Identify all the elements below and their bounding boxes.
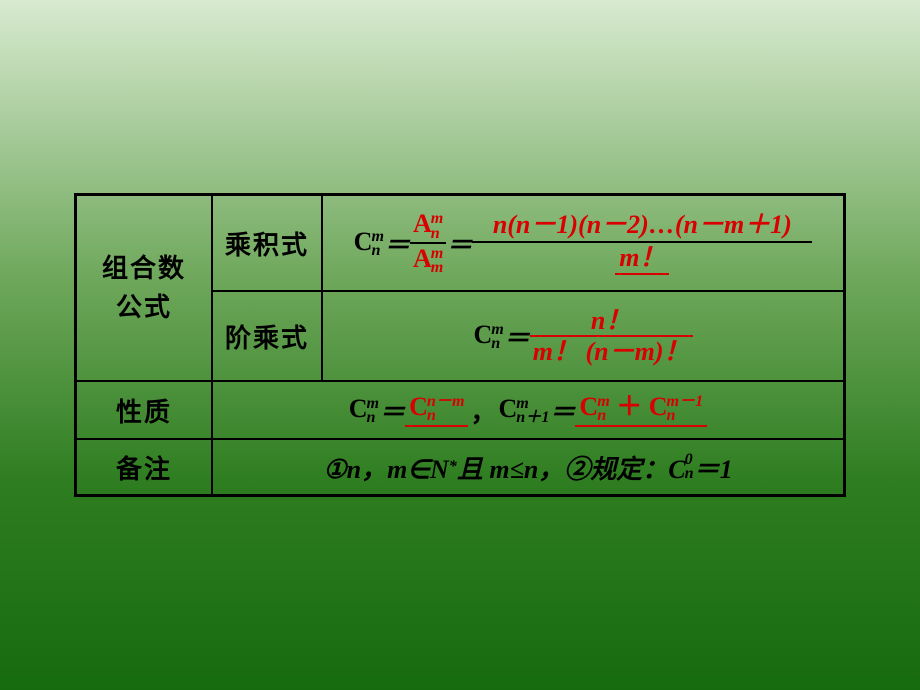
formula-table: 组合数 公式 乘积式 Cmn ＝ Amn Amm ＝ [74, 193, 846, 497]
cell-property-formula: Cmn ＝ Cn－mn ， Cmn＋1 ＝ Cmn ＋ Cm－1n [212, 381, 844, 439]
frac-A: Amn Amm [410, 210, 446, 275]
cell-product-label: 乘积式 [212, 195, 322, 291]
frac-factorial: n！ m！ (n－m)！ [530, 307, 693, 366]
product-numerator: n(n－1)(n－2)…(n－m＋1) [490, 211, 795, 241]
cell-factorial-label: 阶乘式 [212, 291, 322, 381]
product-formula: Cmn ＝ Amn Amm ＝ n(n－1)(n－2)…(n－m＋1) m！ [354, 210, 813, 275]
symmetry-blank: Cn－mn [405, 393, 468, 427]
row-property: 性质 Cmn ＝ Cn－mn ， Cmn＋1 ＝ Cmn ＋ Cm－1n [76, 381, 844, 439]
row-formula: 组合数 公式 乘积式 Cmn ＝ Amn Amm ＝ [76, 195, 844, 381]
cell-factorial-formula: Cmn ＝ n！ m！ (n－m)！ [322, 291, 844, 381]
property-label: 性质 [116, 392, 172, 429]
product-form-label: 乘积式 [225, 225, 309, 262]
remark-text: ①n，m∈N* 且 m≤n，②规定：C0n ＝1 [323, 449, 732, 486]
property-formula: Cmn ＝ Cn－mn ， Cmn＋1 ＝ Cmn ＋ Cm－1n [349, 392, 707, 429]
row-remark: 备注 ①n，m∈N* 且 m≤n，②规定：C0n ＝1 [76, 439, 844, 495]
factorial-formula: Cmn ＝ n！ m！ (n－m)！ [473, 307, 692, 366]
cell-remark-label: 备注 [76, 439, 212, 495]
cell-property-label: 性质 [76, 381, 212, 439]
product-denominator: m！ [615, 244, 669, 276]
remark-label: 备注 [116, 449, 172, 486]
frac-product: n(n－1)(n－2)…(n－m＋1) m！ [472, 211, 812, 275]
factorial-form-label: 阶乘式 [225, 318, 309, 355]
label-line1: 组合数 [102, 249, 186, 288]
cell-product-formula: Cmn ＝ Amn Amm ＝ n(n－1)(n－2)…(n－m＋1) m！ [322, 195, 844, 291]
cell-remark-content: ①n，m∈N* 且 m≤n，②规定：C0n ＝1 [212, 439, 844, 495]
label-line2: 公式 [116, 288, 172, 327]
cell-comb-formula-label: 组合数 公式 [76, 195, 212, 381]
pascal-blank: Cmn ＋ Cm－1n [575, 393, 707, 427]
factorial-denominator: m！ (n－m)！ [530, 335, 693, 365]
factorial-numerator: n！ [588, 307, 634, 335]
